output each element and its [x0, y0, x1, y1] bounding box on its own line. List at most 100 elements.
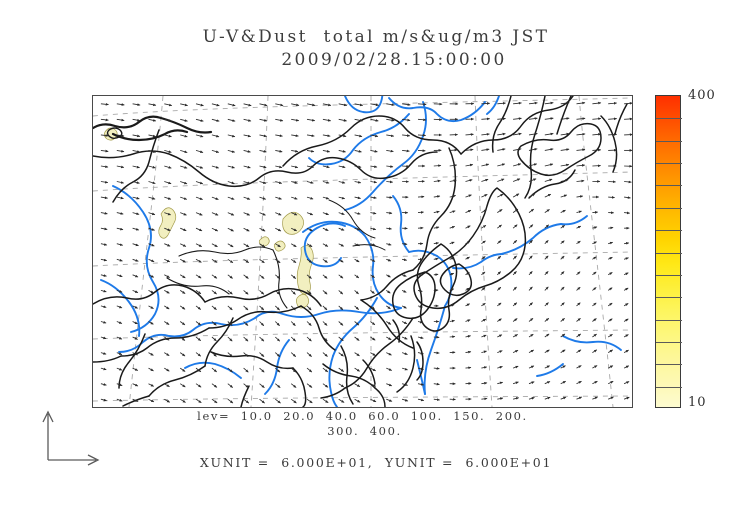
wind-vector — [497, 271, 501, 276]
wind-vector — [497, 240, 502, 245]
wind-vector — [322, 118, 332, 122]
wind-vector — [481, 287, 486, 291]
wind-vector — [623, 318, 629, 322]
wind-vector — [259, 367, 265, 373]
wind-vector — [275, 383, 281, 389]
wind-vector — [338, 149, 346, 153]
wind-vector — [275, 336, 280, 342]
wind-vector — [291, 134, 299, 137]
wind-vector — [386, 180, 394, 184]
wind-vector — [433, 273, 439, 276]
wind-vector — [275, 134, 283, 138]
contour-levels-legend: lev= 10.0 20.0 40.0 60.0 100. 150. 200. … — [92, 409, 633, 439]
wind-vector — [592, 302, 597, 307]
wind-vector — [417, 383, 425, 386]
wind-vector — [179, 398, 186, 403]
wind-vector — [148, 181, 156, 185]
wind-vector — [370, 321, 376, 326]
wind-vector — [179, 383, 186, 388]
wind-vector — [290, 243, 297, 248]
wind-vector — [227, 274, 233, 279]
wind-vector — [433, 179, 441, 183]
wind-vector — [465, 179, 473, 182]
wind-vector — [148, 165, 156, 169]
wind-vector — [401, 383, 409, 386]
wind-vector — [338, 336, 344, 342]
wind-vector — [497, 334, 503, 338]
wind-vector — [259, 305, 265, 311]
wind-vector — [259, 212, 266, 216]
wind-vector — [465, 272, 470, 276]
wind-vector — [592, 241, 597, 245]
wind-vector — [275, 243, 281, 248]
wind-vector — [481, 350, 487, 354]
wind-vector — [291, 103, 300, 107]
wind-vector — [100, 336, 107, 340]
wind-vector — [179, 290, 186, 294]
wind-vector — [275, 212, 282, 216]
wind-vector — [433, 382, 440, 386]
wind-vector — [132, 227, 140, 231]
wind-vector — [179, 305, 186, 310]
wind-vector — [275, 118, 284, 122]
wind-vector — [481, 366, 488, 369]
wind-vector — [259, 383, 265, 389]
wind-vector — [116, 212, 124, 215]
wind-vector — [211, 274, 218, 279]
wind-vector — [433, 226, 440, 229]
wind-vector — [132, 258, 139, 262]
vector-reference-arrow — [42, 410, 100, 466]
wind-vector — [164, 274, 170, 278]
wind-vector — [211, 258, 218, 263]
map-plot-area — [92, 95, 633, 408]
wind-vector — [512, 397, 520, 400]
wind-vector — [338, 118, 347, 122]
wind-vector — [623, 257, 629, 260]
wind-vector — [386, 211, 393, 215]
wind-vector — [512, 193, 520, 198]
chart-timestamp: 2009/02/28.15:00:00 — [281, 50, 507, 70]
wind-vector — [322, 212, 329, 216]
wind-vector — [465, 366, 472, 370]
wind-vector — [481, 148, 490, 151]
wind-vector — [259, 274, 265, 279]
wind-vector — [290, 258, 297, 264]
wind-vector — [560, 101, 570, 105]
wind-vector — [497, 224, 502, 229]
wind-vector — [164, 336, 170, 341]
wind-vector — [243, 336, 249, 342]
wind-vector — [338, 398, 345, 403]
wind-vector — [544, 240, 549, 245]
wind-vector — [481, 102, 491, 105]
wind-vector — [227, 383, 233, 388]
wind-vector — [148, 336, 154, 341]
wind-vector — [592, 396, 598, 400]
wind-vector — [433, 195, 441, 198]
wind-vector — [227, 134, 236, 138]
wind-vector — [164, 367, 170, 372]
wind-vector — [624, 101, 632, 105]
wind-vector-field — [100, 101, 632, 404]
wind-vector — [481, 194, 488, 198]
wind-vector — [497, 209, 503, 213]
wind-vector — [306, 321, 312, 326]
rivers-layer — [100, 96, 622, 407]
colorbar-tick — [656, 386, 682, 388]
wind-vector — [560, 163, 570, 167]
wind-vector — [306, 134, 315, 138]
wind-vector — [275, 290, 280, 295]
wind-vector — [481, 117, 491, 121]
wind-vector — [338, 367, 344, 372]
wind-vector — [528, 317, 534, 322]
wind-vector — [132, 398, 139, 402]
wind-vector — [100, 305, 107, 308]
wind-vector — [354, 212, 361, 215]
wind-vector — [560, 286, 565, 291]
wind-vector — [608, 117, 618, 121]
wind-vector — [338, 290, 344, 295]
wind-vector — [401, 398, 409, 402]
wind-vector — [417, 133, 427, 137]
wind-vector — [560, 148, 570, 151]
wind-vector — [291, 181, 298, 184]
wind-vector — [449, 257, 455, 260]
